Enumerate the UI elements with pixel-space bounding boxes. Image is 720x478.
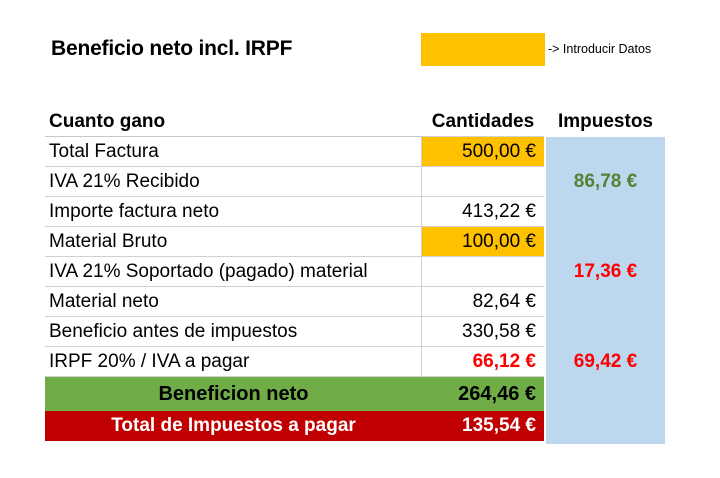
amount-cell: 330,58 € [422,317,544,347]
tax-cell: 86,78 € [573,171,638,192]
tax-cell: 69,42 € [573,351,638,372]
net-profit-amount: 264,46 € [422,377,544,411]
header-amount: Cantidades [422,107,544,137]
row-label: Material neto [45,287,422,317]
header-label: Cuanto gano [45,107,422,137]
row-label: Importe factura neto [45,197,422,227]
row-label: Material Bruto [45,227,422,257]
input-legend-text: -> Introducir Datos [548,42,652,56]
amount-cell [422,257,544,287]
tax-cell: 17,36 € [573,261,638,282]
tax-column-fill [546,137,665,444]
page-title: Beneficio neto incl. IRPF [51,37,293,60]
row-label: IVA 21% Soportado (pagado) material [45,257,422,287]
total-taxes-label: Total de Impuestos a pagar [45,411,422,441]
amount-cell: 413,22 € [422,197,544,227]
tax-cell [546,137,665,167]
row-label: Total Factura [45,137,422,167]
amount-cell [422,167,544,197]
tax-cell [546,317,665,347]
tax-cell [546,197,665,227]
row-label: IRPF 20% / IVA a pagar [45,347,422,377]
input-cell[interactable]: 100,00 € [422,227,544,257]
row-label: IVA 21% Recibido [45,167,422,197]
input-cell[interactable]: 500,00 € [422,137,544,167]
input-legend-swatch [421,33,545,66]
tax-cell [546,227,665,257]
net-profit-label: Beneficion neto [45,377,422,411]
total-taxes-amount: 135,54 € [422,411,544,441]
amount-cell: 82,64 € [422,287,544,317]
header-tax: Impuestos [557,111,654,132]
tax-cell [546,287,665,317]
row-label: Beneficio antes de impuestos [45,317,422,347]
amount-cell: 66,12 € [422,347,544,377]
